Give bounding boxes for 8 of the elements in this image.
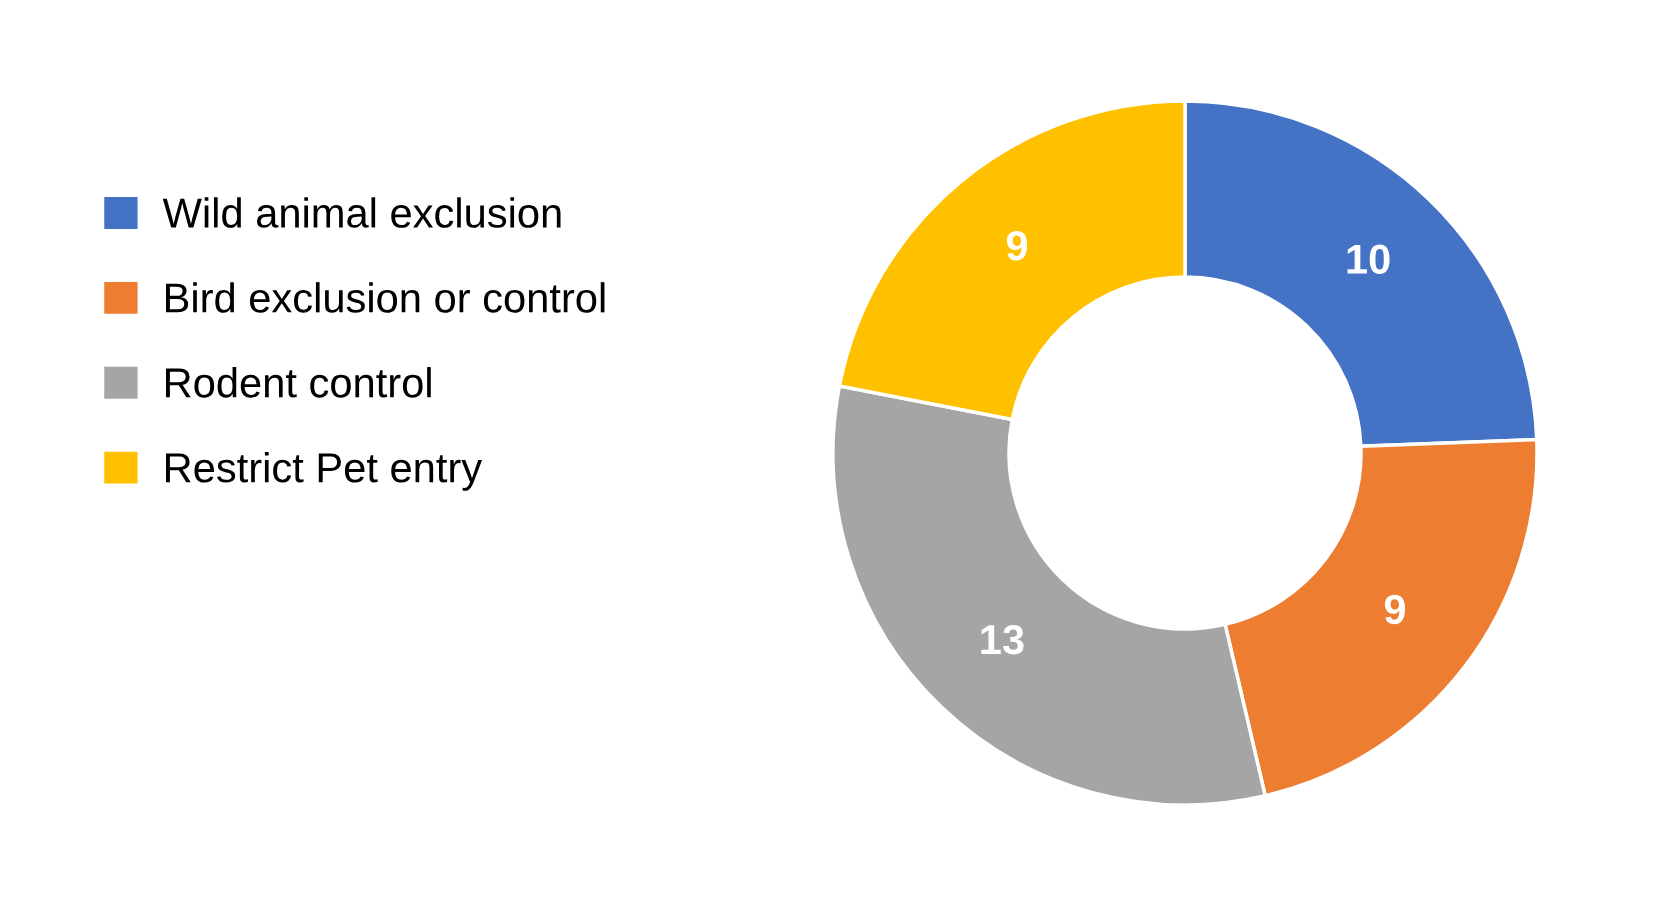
data-label: 10 (1347, 244, 1390, 274)
legend-label: Bird exclusion or control (166, 282, 605, 313)
data-label: 9 (1384, 594, 1405, 625)
data-label: 9 (1006, 231, 1028, 261)
legend-label: Restrict Pet entry (166, 451, 483, 491)
data-label: 13 (981, 624, 1024, 655)
legend-label: Rodent control (166, 367, 431, 398)
legend-label: Wild animal exclusion (162, 197, 561, 228)
